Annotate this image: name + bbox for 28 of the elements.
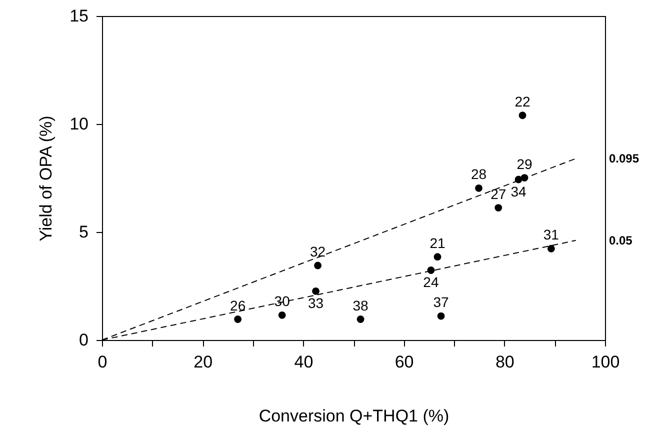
text: 0.05 [609,233,633,248]
annotation: 26 [230,297,246,314]
annotation: 24 [423,274,439,290]
text: 0.095 [609,151,640,166]
x-tick-label: 40 [294,352,314,372]
x-axis-title: Conversion Q+THQ1 (%) [258,406,450,426]
annotation: 30 [274,293,290,310]
x-tick-label: 20 [194,352,213,372]
y-axis-title: Yield of OPA (%) [36,116,56,242]
annotation: 33 [308,295,324,312]
annotation: 28 [470,166,487,182]
annotation: 29 [516,156,533,172]
annotation: 34 [510,184,526,200]
annotation: 37 [433,294,450,310]
annotation: 27 [490,186,506,202]
y-tick-label: 5 [79,222,88,242]
annotation: 38 [352,297,369,314]
y-tick-label: 0 [79,330,88,350]
x-tick-label: 60 [394,352,414,372]
x-tick-label: 0 [98,352,108,372]
x-tick-label: 100 [591,352,620,372]
y-tick-label: 15 [70,6,88,26]
annotation: 22 [514,93,531,110]
x-tick-label: 80 [495,352,514,372]
annotation: 21 [430,234,446,251]
y-tick-label: 10 [70,114,88,134]
annotation: 32 [310,243,326,260]
annotation: 31 [543,226,560,243]
